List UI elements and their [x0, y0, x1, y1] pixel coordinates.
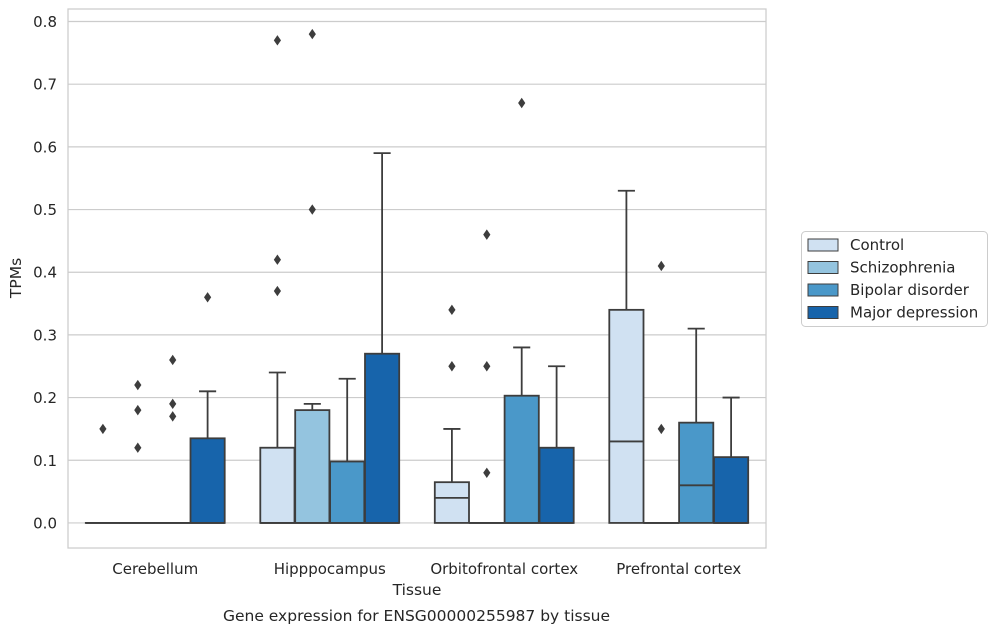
outlier-point: [204, 292, 212, 303]
chart-caption: Gene expression for ENSG00000255987 by t…: [222, 607, 611, 625]
y-tick-label: 0.5: [33, 201, 57, 219]
outlier-point: [483, 229, 491, 240]
box-control: [259, 35, 296, 524]
y-tick-label: 0.6: [33, 138, 57, 156]
box-body: [259, 446, 296, 524]
x-tick-label: Hipppocampus: [274, 560, 386, 578]
box-schizophrenia: [119, 379, 156, 524]
x-tick-label: Cerebellum: [112, 560, 198, 578]
box-control: [433, 304, 470, 524]
outlier-point: [448, 361, 456, 372]
y-axis-ticks: 0.0 0.1 0.2 0.3 0.4 0.5 0.6 0.7 0.8: [33, 13, 57, 532]
legend-label: Major depression: [850, 304, 978, 322]
x-tick-label: Prefrontal cortex: [616, 560, 741, 578]
box-body: [189, 437, 226, 524]
box-control: [84, 423, 121, 524]
legend-label: Bipolar disorder: [850, 281, 970, 299]
outlier-point: [169, 398, 177, 410]
outlier-point: [518, 97, 526, 109]
box-bipolar-disorder: [503, 97, 540, 524]
box-series: [84, 28, 750, 524]
x-axis-label: Tissue: [392, 581, 442, 599]
box-schizophrenia: [294, 28, 331, 524]
box-schizophrenia: [468, 229, 505, 524]
box-schizophrenia: [643, 260, 680, 524]
outlier-point: [483, 361, 491, 372]
plot-frame: [67, 8, 767, 549]
y-tick-label: 0.1: [33, 452, 57, 470]
box-body: [364, 352, 401, 524]
outlier-point: [169, 411, 177, 422]
outlier-point: [657, 260, 665, 272]
legend-swatch: [807, 283, 839, 297]
outlier-point: [483, 467, 491, 478]
y-tick-label: 0.3: [33, 326, 57, 344]
box-bipolar-disorder: [329, 377, 366, 524]
x-tick-label: Orbitofrontal cortex: [430, 560, 578, 578]
legend-label: Schizophrenia: [850, 259, 955, 277]
y-tick-label: 0.7: [33, 76, 57, 94]
box-bipolar-disorder: [154, 354, 191, 524]
box-body: [608, 308, 645, 524]
box-major-depression: [189, 292, 226, 524]
y-tick-label: 0.4: [33, 264, 57, 282]
box-body: [503, 394, 540, 524]
y-tick-label: 0.2: [33, 389, 57, 407]
y-axis-label: TPMs: [7, 258, 25, 299]
outlier-point: [134, 404, 142, 416]
box-body: [433, 481, 470, 524]
outlier-point: [273, 254, 281, 265]
legend-frame: [801, 231, 988, 327]
legend-swatch: [807, 261, 839, 274]
box-body: [538, 446, 575, 524]
legend: Control Schizophrenia Bipolar disorder Majo…: [801, 231, 988, 327]
box-body: [329, 460, 366, 524]
box-major-depression: [364, 152, 401, 524]
box-body: [678, 421, 715, 524]
box-bipolar-disorder: [678, 327, 715, 524]
outlier-point: [308, 204, 316, 215]
box-control: [608, 189, 645, 524]
x-axis-ticks: Cerebellum Hipppocampus Orbitofrontal cort…: [112, 560, 741, 578]
outlier-point: [273, 285, 281, 297]
box-major-depression: [538, 365, 575, 524]
y-tick-label: 0.0: [33, 514, 57, 532]
outlier-point: [134, 379, 142, 391]
legend-swatch: [807, 306, 839, 319]
box-major-depression: [713, 396, 750, 524]
outlier-point: [657, 423, 665, 435]
outlier-point: [273, 35, 281, 46]
box-body: [294, 409, 331, 524]
outlier-point: [99, 423, 107, 435]
outlier-point: [308, 28, 316, 40]
legend-label: Control: [850, 236, 904, 254]
outlier-point: [134, 442, 142, 453]
legend-swatch: [807, 238, 839, 252]
outlier-point: [448, 304, 456, 316]
outlier-point: [169, 354, 177, 366]
gridlines: [68, 20, 766, 524]
box-body: [713, 456, 750, 524]
y-tick-label: 0.8: [33, 13, 57, 31]
